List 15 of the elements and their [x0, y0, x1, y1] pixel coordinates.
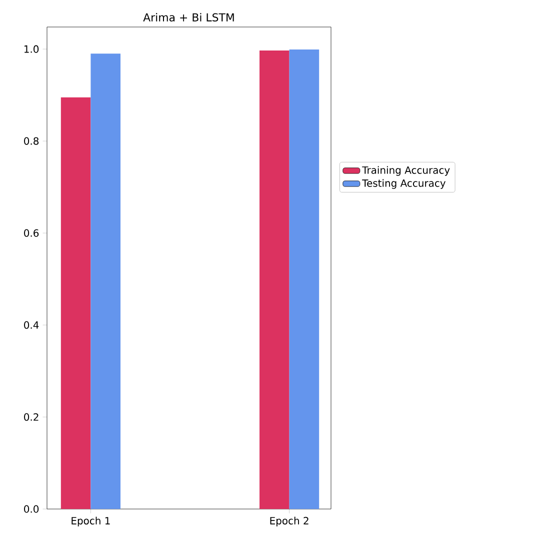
bar: [60, 97, 91, 509]
x-tick-label: Epoch 1: [72, 516, 110, 526]
bar: [260, 50, 290, 509]
y-tick-label: 0.0: [24, 505, 39, 513]
y-tick-label: 1.0: [24, 45, 39, 53]
y-tick-label: 0.2: [24, 413, 38, 421]
y-tick-label: 0.6: [24, 229, 39, 237]
x-tick-label: Epoch 2: [270, 516, 308, 526]
legend-label: Training Accuracy: [362, 166, 450, 176]
y-tick-label: 0.8: [24, 137, 39, 145]
legend-label: Testing Accuracy: [362, 179, 446, 189]
y-tick-label: 0.4: [24, 321, 39, 329]
bar: [90, 54, 120, 509]
chart-title: Arima + Bi LSTM: [143, 13, 234, 22]
bar: [289, 50, 320, 509]
